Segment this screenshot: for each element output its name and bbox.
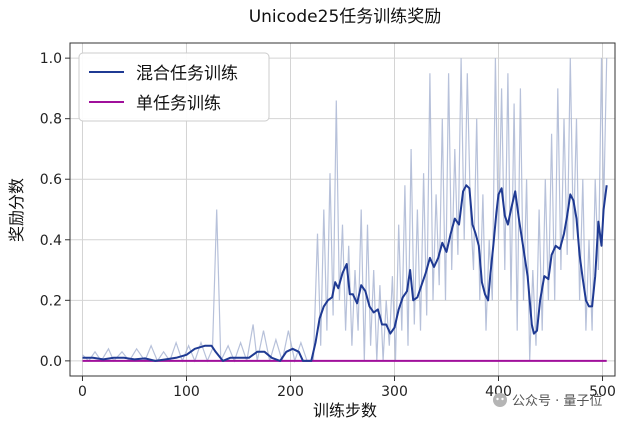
legend-label-mixed: 混合任务训练 xyxy=(136,64,238,84)
watermark-text: 公众号 · 量子位 xyxy=(512,394,602,409)
wechat-icon-eye-right xyxy=(501,397,504,401)
watermark: 公众号 · 量子位 xyxy=(493,393,602,409)
legend-label-single: 单任务训练 xyxy=(136,94,221,114)
y-tick-label-2: 0.4 xyxy=(40,233,62,249)
y-tick-label-1: 0.2 xyxy=(40,293,62,309)
y-tick-label-3: 0.6 xyxy=(40,172,62,188)
x-axis-label: 训练步数 xyxy=(313,401,377,420)
chart-title: Unicode25任务训练奖励 xyxy=(249,7,442,27)
x-axis-ticks: 0 100 200 300 400 500 xyxy=(78,376,616,400)
legend: 混合任务训练 单任务训练 xyxy=(78,52,270,122)
wechat-icon-eye-left xyxy=(496,397,499,401)
plot-area-frame xyxy=(69,42,616,377)
x-tick-label-2: 200 xyxy=(277,384,304,400)
y-tick-label-4: 0.8 xyxy=(40,112,62,128)
legend-box xyxy=(78,52,270,122)
y-tick-label-5: 1.0 xyxy=(40,51,62,67)
x-tick-label-5: 500 xyxy=(589,384,616,400)
raw-reward-series xyxy=(82,58,608,364)
y-axis-ticks: 0.0 0.2 0.4 0.6 0.8 1.0 xyxy=(40,51,70,370)
y-axis-label: 奖励分数 xyxy=(7,178,26,242)
y-tick-label-0: 0.0 xyxy=(40,354,62,370)
wechat-icon xyxy=(493,393,507,407)
x-tick-label-0: 0 xyxy=(78,384,87,400)
series-line-mixed-task xyxy=(82,184,608,362)
x-tick-label-1: 100 xyxy=(173,384,200,400)
x-tick-label-3: 300 xyxy=(381,384,408,400)
series-raw-line xyxy=(82,58,608,364)
series-lines xyxy=(82,184,608,362)
